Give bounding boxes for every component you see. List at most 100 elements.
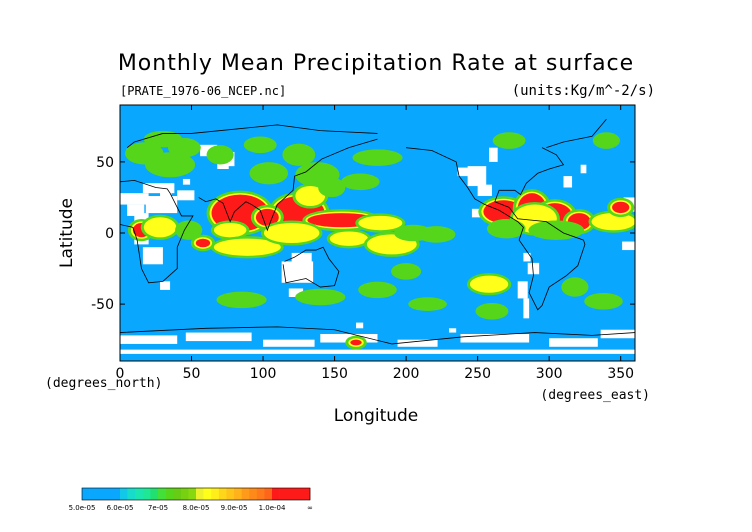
precip-contour-green — [249, 162, 289, 185]
colorbar-label: 6.0e-05 — [107, 504, 134, 512]
plot-area: 0 50 100 150 200 250 300 350 -50 0 50 — [91, 104, 636, 382]
y-axis-label: Latitude — [57, 198, 77, 268]
colorbar-band — [188, 488, 197, 500]
below-min-region — [467, 166, 487, 187]
below-min-region — [523, 252, 531, 262]
below-min-region — [185, 332, 252, 342]
below-min-region — [288, 288, 304, 297]
colorbar-band — [264, 488, 273, 500]
precip-field — [120, 105, 635, 361]
colorbar-label: 9.0e-05 — [221, 504, 248, 512]
x-tick-label: 350 — [607, 366, 634, 382]
colorbar-label: ∞ — [307, 504, 313, 512]
colorbar-band — [127, 488, 136, 500]
below-min-region — [471, 208, 481, 218]
below-min-region — [120, 335, 178, 344]
colorbar-band — [234, 488, 242, 500]
precip-contour-red — [350, 339, 362, 346]
precip-contour-yellow — [469, 275, 509, 293]
precip-contour-green — [352, 149, 403, 166]
below-min-region — [291, 252, 312, 265]
below-min-region — [142, 247, 163, 265]
below-min-region — [160, 281, 171, 290]
colorbar-label: 1.0e-04 — [259, 504, 286, 512]
precip-contour-yellow — [213, 222, 247, 238]
precip-contour-red — [195, 238, 211, 248]
y-unit-label: (degrees_north) — [45, 376, 162, 391]
colorbar-band — [89, 488, 98, 500]
below-min-region — [182, 178, 191, 185]
precip-contour-green — [358, 281, 397, 299]
precip-contour-red — [612, 201, 630, 214]
colorbar-label: 5.0e-05 — [69, 504, 96, 512]
colorbar-band — [158, 488, 166, 500]
colorbar-band — [302, 488, 311, 500]
precip-contour-green — [416, 226, 456, 243]
coastline — [282, 246, 340, 288]
colorbar-band — [135, 488, 144, 500]
precip-contour-green — [216, 291, 267, 309]
precip-contour-green — [341, 173, 380, 191]
colorbar-band — [142, 488, 151, 500]
colorbar: 5.0e-05 6.0e-05 7e-05 8.0e-05 9.0e-05 1.0e-04… — [69, 487, 313, 512]
precip-contour-green — [125, 142, 164, 165]
x-tick-label: 50 — [183, 366, 201, 382]
precip-contour-green — [492, 132, 526, 149]
below-min-region — [356, 322, 364, 329]
colorbar-band — [97, 488, 106, 500]
colorbar-band — [294, 488, 303, 500]
x-axis-label: Longitude — [334, 406, 419, 426]
colorbar-band — [272, 488, 280, 500]
colorbar-band — [120, 488, 128, 500]
x-tick-label: 200 — [393, 366, 420, 382]
coastline — [198, 138, 378, 232]
below-min-region — [449, 328, 457, 333]
below-min-region — [622, 241, 635, 251]
precip-contour-yellow — [329, 231, 369, 246]
below-min-region — [460, 333, 530, 343]
colorbar-band — [249, 488, 258, 500]
coastlines — [120, 118, 635, 345]
coastline — [120, 179, 194, 284]
below-min-region — [527, 262, 540, 275]
colorbar-band — [165, 488, 174, 500]
precip-contour-green — [243, 136, 277, 154]
colorbar-label: 8.0e-05 — [183, 504, 210, 512]
precip-contour-green — [318, 177, 346, 198]
precip-contour-green — [592, 132, 620, 149]
coastline — [406, 147, 586, 311]
below-min-region — [580, 164, 587, 174]
colorbar-band — [150, 488, 159, 500]
x-tick-label: 100 — [250, 366, 277, 382]
coastline — [546, 118, 607, 149]
precip-contour-yellow — [143, 217, 177, 238]
precip-contour-green — [408, 297, 447, 311]
precip-contour-yellow — [358, 215, 403, 231]
colorbar-frame — [81, 487, 311, 501]
precip-contour-yellow — [213, 238, 281, 256]
below-min-region — [263, 339, 315, 347]
colorbar-band — [196, 488, 204, 500]
colorbar-band — [256, 488, 265, 500]
colorbar-band — [226, 488, 235, 500]
colorbar-label: 7e-05 — [148, 504, 168, 512]
x-tick-label: 0 — [116, 366, 125, 382]
colorbar-band — [218, 488, 227, 500]
precip-contour-green — [143, 130, 183, 148]
precip-contour-yellow — [591, 213, 635, 231]
y-tick-label: -50 — [91, 297, 114, 313]
x-tick-label: 250 — [464, 366, 491, 382]
colorbar-band — [287, 488, 296, 500]
below-min-region — [489, 147, 498, 162]
below-min-region — [120, 349, 635, 354]
precip-contour-green — [175, 220, 203, 240]
chart-title: Monthly Mean Precipitation Rate at surfa… — [118, 51, 634, 76]
precip-contour-green — [206, 145, 234, 165]
precip-contour-green — [475, 302, 509, 320]
chart-subtitle-file: [PRATE_1976-06_NCEP.nc] — [120, 84, 286, 98]
coastline — [120, 326, 635, 345]
x-tick-label: 150 — [321, 366, 348, 382]
chart-subtitle-units: (units:Kg/m^-2/s) — [512, 83, 655, 99]
colorbar-band — [211, 488, 220, 500]
